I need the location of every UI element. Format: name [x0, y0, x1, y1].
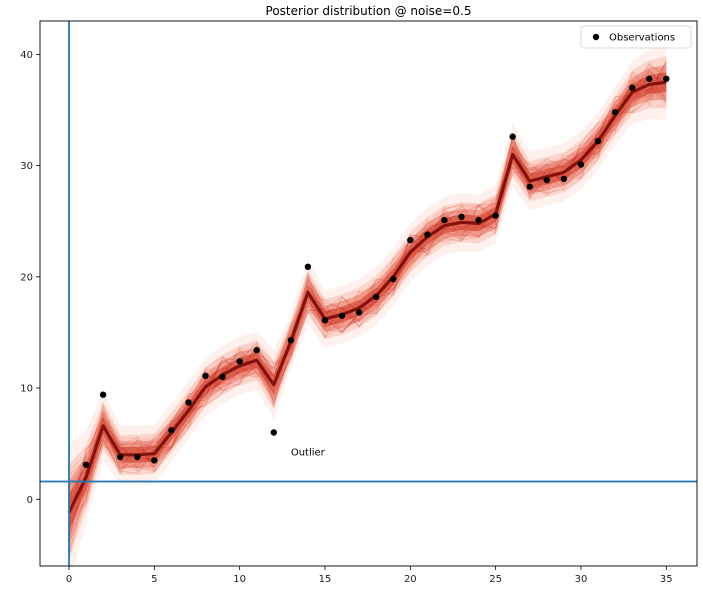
observation-point — [373, 293, 380, 300]
posterior-sample-line — [68, 66, 667, 476]
y-tick-label: 30 — [20, 161, 33, 172]
observation-point — [287, 337, 295, 344]
legend: Observations — [580, 25, 692, 49]
y-tick-label: 20 — [20, 272, 33, 283]
posterior-band — [67, 44, 667, 566]
observation-point — [475, 216, 482, 224]
posterior-sample-line — [68, 71, 667, 552]
x-tick-label: 0 — [66, 574, 72, 585]
observation-point — [99, 391, 107, 398]
observation-point — [338, 312, 346, 319]
posterior-sample-line — [68, 58, 667, 486]
posterior-sample-line — [68, 80, 667, 557]
x-tick-label: 15 — [319, 574, 332, 585]
reference-lines — [40, 21, 697, 566]
chart-title: Posterior distribution @ noise=0.5 — [266, 4, 472, 18]
posterior-sample-line — [68, 66, 667, 521]
observation-point — [509, 133, 516, 140]
posterior-sample-line — [68, 72, 667, 509]
observation-point — [543, 176, 550, 184]
posterior-sample-line — [68, 80, 667, 507]
x-tick-label: 10 — [233, 574, 246, 585]
observation-point — [646, 75, 653, 83]
annotations: Outlier — [291, 448, 326, 459]
posterior-sample-line — [68, 62, 667, 526]
x-tick-label: 25 — [489, 574, 502, 585]
legend-box — [580, 25, 692, 49]
observation-point — [390, 275, 397, 283]
observation-point — [526, 183, 533, 190]
outlier-annotation: Outlier — [291, 448, 326, 459]
posterior-sample-line — [68, 76, 667, 511]
observation-point — [304, 263, 312, 270]
plot-frame — [39, 20, 698, 567]
x-tick-label: 20 — [404, 574, 417, 585]
observation-point — [219, 373, 226, 381]
observation-point — [594, 137, 602, 145]
observation-point — [577, 161, 585, 168]
x-tick-label: 35 — [660, 574, 673, 585]
x-tick-label: 5 — [151, 574, 157, 585]
observation-point — [236, 358, 243, 365]
observation-point — [202, 372, 209, 379]
posterior-sample-line — [68, 83, 667, 546]
posterior-sample-line — [68, 73, 667, 471]
observation-point — [270, 429, 277, 436]
posterior-sample-line — [68, 89, 667, 541]
observation-point — [407, 236, 414, 244]
legend-label: Observations — [609, 33, 675, 44]
posterior-median-line — [67, 80, 667, 514]
observation-point — [253, 347, 260, 354]
observation-point — [441, 216, 448, 224]
observation-point — [611, 109, 619, 116]
y-tick-label: 10 — [20, 384, 33, 395]
posterior-sample-line — [68, 87, 667, 553]
observation-point — [458, 213, 465, 220]
observation-point — [629, 84, 636, 91]
posterior-sample-line — [68, 71, 667, 514]
observation-point — [185, 399, 192, 406]
observation-point — [492, 212, 499, 219]
observation-point — [424, 231, 431, 238]
observation-point — [134, 453, 141, 461]
posterior-sample-line — [68, 61, 667, 538]
x-tick-label: 30 — [575, 574, 588, 585]
posterior-sample-line — [68, 65, 667, 494]
posterior-sample-line — [68, 70, 667, 543]
posterior-sample-line — [68, 90, 667, 559]
observation-point — [560, 175, 568, 183]
observation-point — [321, 317, 329, 324]
posterior-sample-line — [68, 60, 667, 499]
observation-point — [355, 309, 363, 316]
posterior-sample-line — [68, 73, 667, 548]
observation-point — [117, 453, 124, 461]
y-tick-label: 0 — [27, 495, 33, 506]
observation-point — [151, 457, 158, 464]
observation-points — [82, 75, 670, 468]
legend-marker — [592, 33, 600, 41]
observation-point — [663, 75, 670, 83]
axes: 0 5 10 15 20 25 30 35 0 10 20 30 40 — [20, 20, 698, 585]
observation-point — [82, 461, 90, 468]
posterior-sample-line — [68, 61, 667, 492]
y-tick-label: 40 — [20, 50, 33, 61]
observation-point — [168, 427, 175, 434]
